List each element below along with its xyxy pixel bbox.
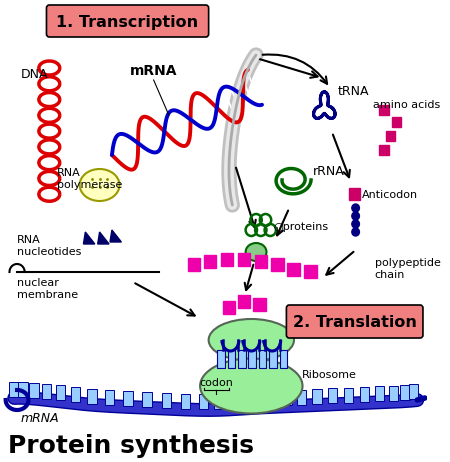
Bar: [270, 350, 277, 368]
Bar: [29, 383, 39, 398]
Text: ○proteins: ○proteins: [273, 222, 328, 232]
Bar: [241, 392, 251, 407]
Bar: [280, 350, 288, 368]
Bar: [259, 350, 266, 368]
Bar: [228, 350, 235, 368]
Ellipse shape: [209, 319, 294, 361]
Bar: [304, 265, 317, 278]
Bar: [389, 386, 398, 401]
Text: DNA: DNA: [21, 68, 48, 81]
Bar: [386, 131, 396, 141]
Text: nuclear
membrane: nuclear membrane: [17, 278, 78, 299]
Bar: [297, 389, 306, 405]
Text: Protein synthesis: Protein synthesis: [8, 434, 254, 458]
Bar: [142, 392, 152, 407]
FancyBboxPatch shape: [286, 305, 423, 338]
Bar: [344, 388, 353, 403]
Bar: [360, 387, 369, 402]
Bar: [255, 391, 264, 407]
Bar: [18, 382, 28, 397]
Circle shape: [352, 204, 360, 212]
Bar: [217, 350, 225, 368]
Ellipse shape: [80, 169, 120, 201]
Polygon shape: [110, 230, 122, 242]
Text: mRNA: mRNA: [130, 64, 177, 78]
Bar: [375, 386, 384, 401]
Polygon shape: [83, 232, 95, 244]
Ellipse shape: [246, 243, 266, 261]
FancyBboxPatch shape: [46, 5, 209, 37]
Text: rRNA: rRNA: [313, 165, 345, 178]
Bar: [409, 384, 418, 400]
Bar: [71, 387, 80, 402]
Text: codon: codon: [199, 378, 233, 388]
Bar: [162, 393, 171, 407]
Text: Ribosome: Ribosome: [302, 370, 356, 380]
Text: mRNA: mRNA: [21, 412, 59, 425]
Bar: [379, 145, 389, 155]
Text: 2. Translation: 2. Translation: [293, 315, 417, 330]
Bar: [312, 389, 322, 404]
Bar: [87, 389, 97, 404]
Ellipse shape: [200, 359, 302, 413]
Bar: [214, 394, 224, 409]
Bar: [9, 382, 19, 397]
Bar: [255, 255, 267, 268]
Bar: [188, 258, 200, 271]
Bar: [198, 394, 208, 409]
Bar: [204, 255, 216, 268]
Bar: [181, 394, 190, 408]
Bar: [238, 253, 250, 266]
Text: tRNA: tRNA: [338, 85, 369, 98]
Bar: [288, 263, 300, 276]
Text: RNA
polymerase: RNA polymerase: [57, 168, 122, 189]
Bar: [223, 301, 235, 314]
Bar: [328, 389, 337, 403]
Bar: [55, 385, 65, 401]
Bar: [349, 188, 360, 200]
Circle shape: [352, 228, 360, 236]
Polygon shape: [98, 232, 109, 244]
Bar: [238, 295, 250, 308]
Bar: [105, 390, 114, 405]
Text: amino acids: amino acids: [373, 100, 440, 110]
Bar: [248, 350, 256, 368]
Bar: [228, 393, 238, 408]
Text: RNA
nucleotides: RNA nucleotides: [17, 235, 81, 256]
Bar: [400, 385, 410, 400]
Bar: [268, 391, 278, 406]
Circle shape: [352, 212, 360, 220]
Text: polypeptide
chain: polypeptide chain: [374, 258, 441, 280]
Text: 1. Transcription: 1. Transcription: [57, 14, 198, 30]
Bar: [392, 117, 401, 127]
Bar: [41, 384, 51, 399]
Bar: [271, 258, 284, 271]
Bar: [253, 298, 266, 311]
Circle shape: [352, 220, 360, 228]
Bar: [282, 390, 292, 405]
Bar: [379, 105, 389, 115]
Bar: [123, 391, 133, 406]
Bar: [221, 253, 233, 266]
Bar: [238, 350, 246, 368]
Text: Anticodon: Anticodon: [362, 190, 418, 200]
